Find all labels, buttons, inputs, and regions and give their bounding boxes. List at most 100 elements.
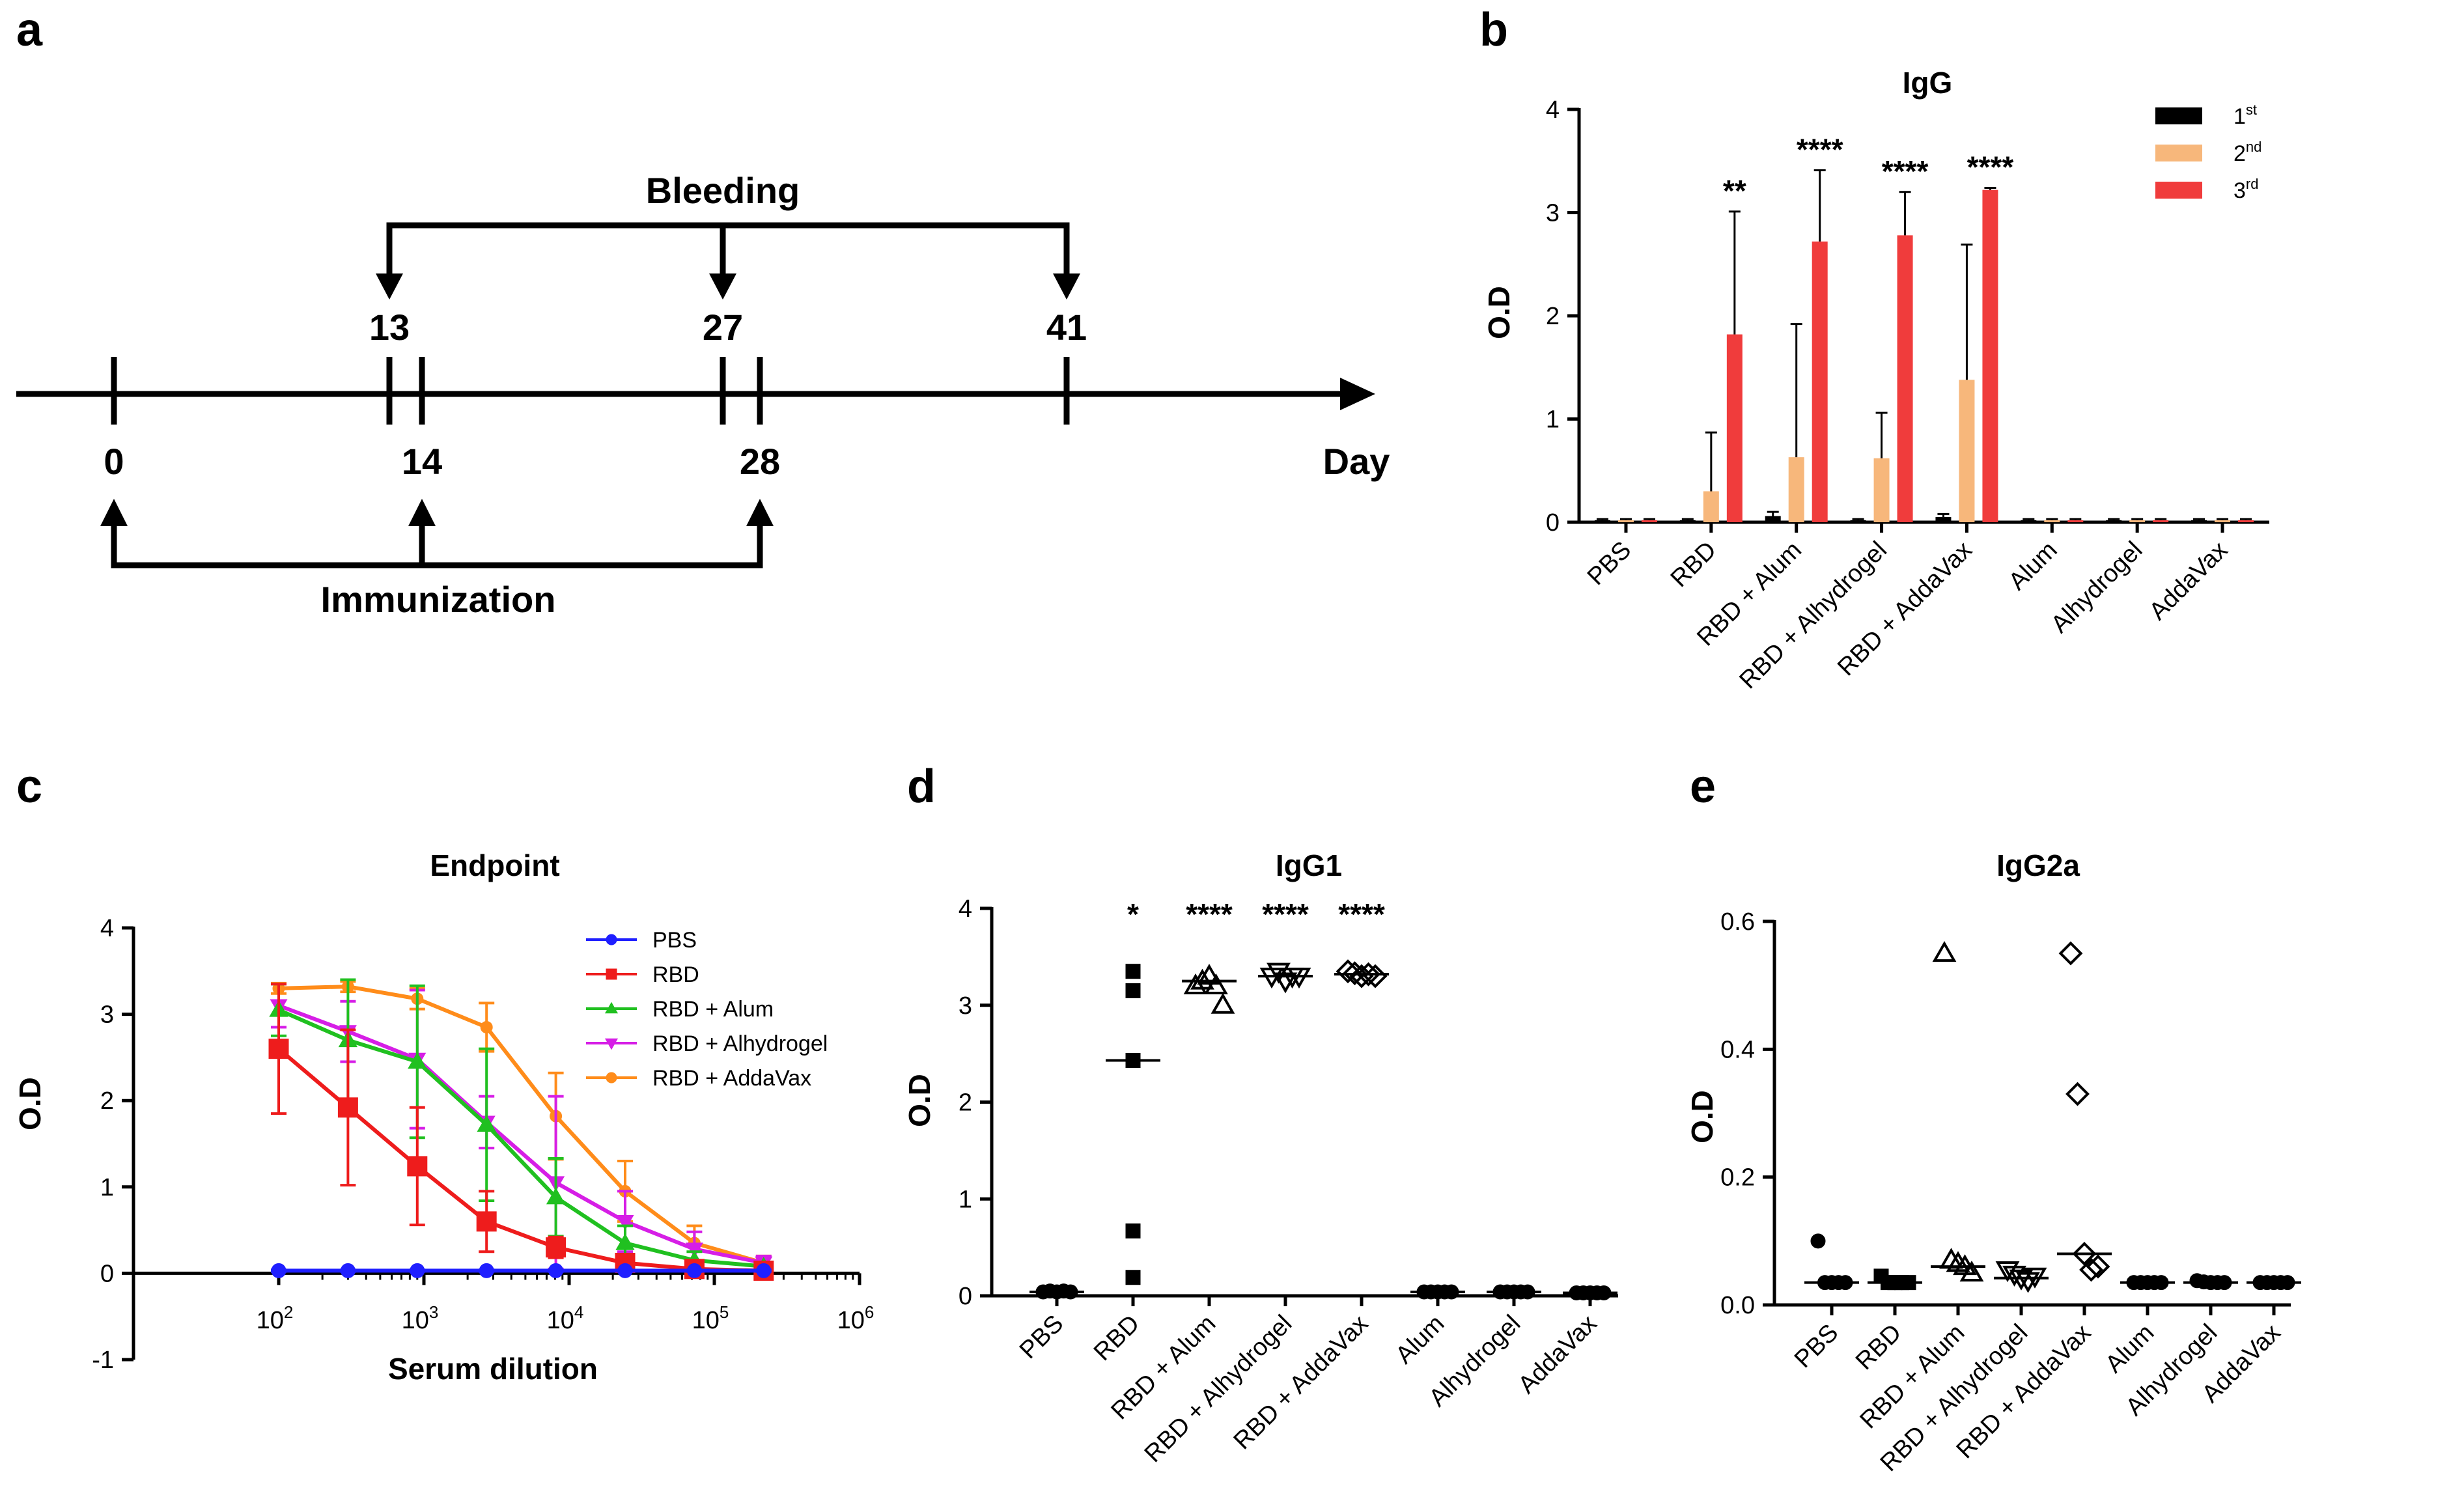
series-rbd: [268, 983, 774, 1281]
timeline-arrowhead-icon: [1340, 378, 1375, 410]
x-tick-label: PBS: [1015, 1310, 1069, 1364]
panel-label-a: a: [16, 4, 43, 56]
x-tick-label: AddaVax: [1513, 1310, 1603, 1399]
panel-label-e: e: [1690, 761, 1716, 813]
legend-label-base: 1: [2233, 104, 2246, 129]
legend-label: 3rd: [2233, 176, 2258, 203]
arrow-down-icon: [1053, 273, 1080, 300]
legend-marker: [604, 1038, 619, 1050]
data-point: [268, 1039, 289, 1059]
x-tick-label: 105: [692, 1302, 729, 1334]
data-point: [1125, 983, 1141, 998]
data-point: [1204, 973, 1228, 995]
y-tick-label: 4: [959, 895, 972, 923]
arrow-up-icon: [100, 499, 128, 526]
significance-label: *: [1127, 897, 1139, 931]
y-tick-label: 0: [959, 1283, 972, 1310]
arrow-down-icon: [376, 273, 403, 300]
group-rbd: [1106, 964, 1160, 1285]
bleeding-label: Bleeding: [646, 170, 800, 211]
bleeding-day-label: 13: [369, 307, 410, 348]
bar-2nd-5: [2044, 520, 2060, 522]
legend-swatch: [2155, 107, 2202, 124]
y-tick-label: 0.6: [1720, 908, 1755, 936]
bar-2nd-6: [2129, 520, 2146, 522]
y-tick-label: 1: [1546, 406, 1560, 434]
bar-3rd-0: [1641, 520, 1657, 522]
data-point: [337, 1097, 358, 1118]
data-point: [408, 1052, 427, 1069]
series-line: [278, 985, 764, 1265]
x-tick-label: RBD + AddaVax: [1229, 1310, 1374, 1455]
x-tick-label: 102: [257, 1302, 294, 1334]
data-point: [480, 1020, 493, 1033]
legend-label-base: 2: [2233, 141, 2246, 166]
group-pbs: [1029, 1283, 1084, 1300]
y-tick-label: 2: [959, 1089, 972, 1117]
panel-label-b: b: [1479, 4, 1508, 56]
legend-label: 1st: [2233, 102, 2257, 129]
chart-title: IgG: [1903, 66, 1953, 100]
data-point: [1336, 959, 1360, 984]
x-tick-label: PBS: [1789, 1319, 1843, 1373]
group-rbd---alhydrogel: [1258, 962, 1313, 994]
data-point: [1197, 964, 1222, 985]
bars: [1594, 169, 2254, 522]
significance-label: ****: [1797, 133, 1843, 167]
bleeding-day-label: 27: [703, 307, 743, 348]
data-point: [1125, 1223, 1141, 1239]
data-point: [2058, 941, 2083, 966]
bar-3rd-3: [1897, 235, 1913, 522]
bar-3rd-5: [2067, 520, 2084, 522]
x-tick-label: Alhydrogel: [2046, 537, 2148, 639]
legend-marker: [606, 934, 617, 945]
y-tick-label: 0: [100, 1260, 114, 1287]
panel-label-c: c: [16, 761, 42, 813]
data-point: [271, 1263, 287, 1278]
legend-label-base: 3: [2233, 178, 2246, 203]
arrow-up-icon: [746, 499, 774, 526]
data-point: [476, 1211, 497, 1232]
points: [1029, 959, 1617, 1301]
y-tick-label: 0.0: [1720, 1292, 1755, 1319]
x-tick-label: 106: [837, 1302, 875, 1334]
group-alhydrogel: [1487, 1284, 1541, 1300]
bar-2nd-7: [2215, 520, 2231, 522]
bar-3rd-7: [2238, 520, 2254, 522]
legend-label-sup: rd: [2246, 176, 2259, 192]
data-point: [2065, 1082, 2090, 1106]
data-point: [2086, 1254, 2110, 1279]
bar-1st-4: [1935, 517, 1952, 522]
y-tick-label: 1: [959, 1186, 972, 1213]
x-axis-label: Serum dilution: [388, 1352, 598, 1386]
immunization-day-label: 0: [104, 441, 124, 482]
group-rbd---alum: [1182, 964, 1237, 1014]
y-axis-label: O.D: [903, 1074, 936, 1127]
y-tick-label: 0: [1546, 509, 1560, 537]
immunization-day-label: 28: [740, 441, 780, 482]
series-rbd---alum: [269, 978, 774, 1274]
significance-label: ****: [1967, 150, 2014, 184]
legend-marker: [606, 1072, 617, 1084]
arrow-down-icon: [709, 273, 736, 300]
bleeding-day-label: 41: [1046, 307, 1087, 348]
x-tick-label: 104: [547, 1302, 584, 1334]
data-point: [548, 1263, 564, 1278]
bar-3rd-1: [1726, 334, 1743, 522]
data-point: [617, 1263, 633, 1278]
y-tick-label: 4: [100, 915, 114, 942]
x-tick-label: RBD: [1666, 537, 1722, 593]
bar-2nd-4: [1959, 380, 1975, 522]
series-line: [277, 1003, 764, 1265]
data-point: [756, 1263, 772, 1278]
legend-label: RBD + Alhydrogel: [652, 1031, 828, 1056]
bar-1st-2: [1765, 516, 1781, 522]
bar-1st-1: [1679, 520, 1696, 522]
x-tick-label: RBD: [1851, 1319, 1907, 1375]
y-axis-label: O.D: [1685, 1090, 1719, 1143]
x-tick-base: 10: [402, 1307, 429, 1334]
significance-labels: ********** ****: [1723, 133, 2013, 208]
